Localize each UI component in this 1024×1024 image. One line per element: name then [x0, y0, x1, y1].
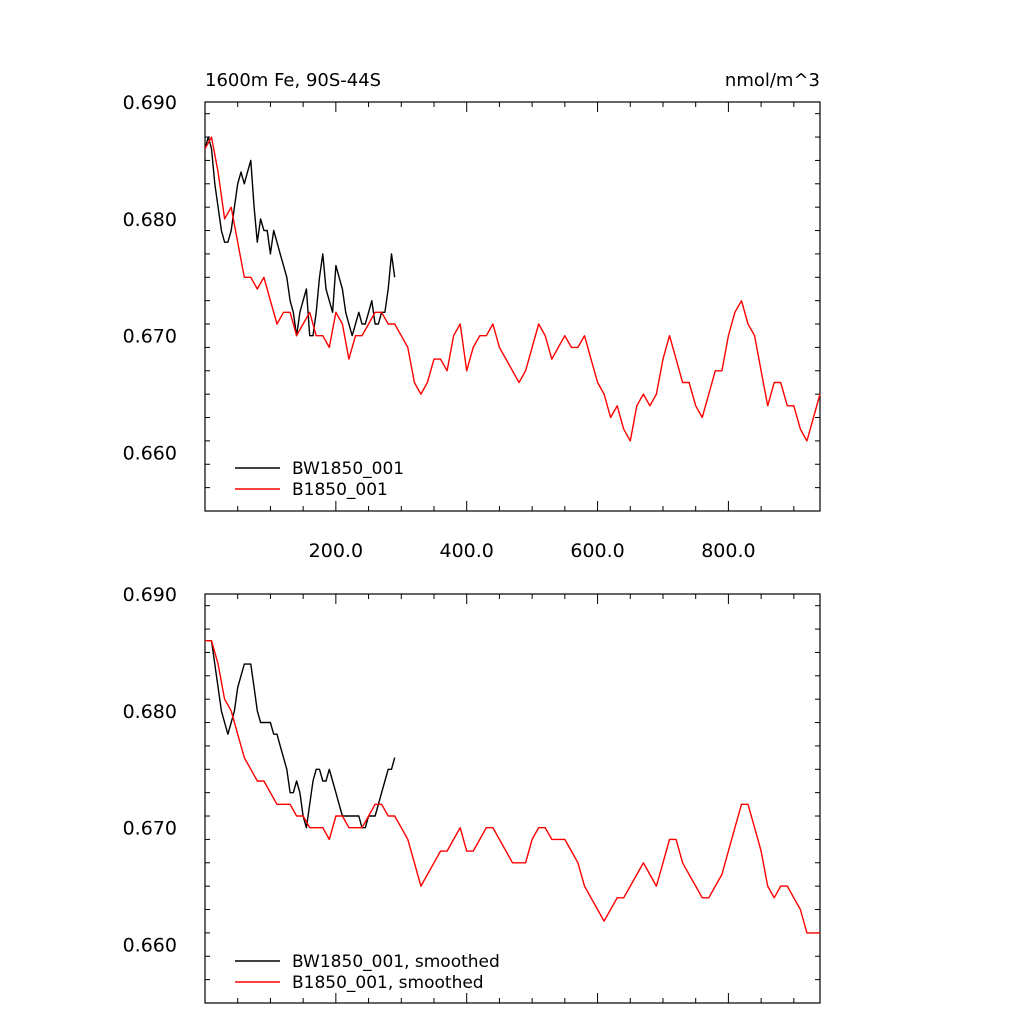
bottom-legend-label-b1850-smoothed: B1850_001, smoothed [292, 973, 484, 993]
top-series-line-bw1850 [204, 136, 396, 337]
top-x-tick-label: 400.0 [439, 540, 493, 562]
bottom-y-tick-labels: 0.690 0.680 0.670 0.660 [123, 584, 177, 957]
top-legend: BW1850_001 B1850_001 [235, 459, 404, 500]
top-y-tick-label: 0.690 [123, 92, 177, 114]
bottom-series-line-bw1850-smoothed [208, 640, 396, 829]
top-y-tick-labels: 0.690 0.680 0.670 0.660 [123, 92, 177, 465]
bottom-ticks [205, 594, 820, 1004]
bottom-y-tick-label: 0.680 [123, 701, 177, 723]
top-x-tick-labels: 200.0 400.0 600.0 800.0 [309, 540, 756, 562]
top-chart-units: nmol/m^3 [725, 70, 820, 91]
bottom-y-tick-label: 0.690 [123, 584, 177, 606]
top-x-tick-label: 800.0 [701, 540, 755, 562]
bottom-y-tick-label: 0.670 [123, 818, 177, 840]
top-chart-title: 1600m Fe, 90S-44S [205, 70, 381, 91]
top-y-tick-label: 0.660 [123, 443, 177, 465]
top-plot-frame [204, 101, 821, 512]
top-y-tick-label: 0.670 [123, 326, 177, 348]
bottom-y-tick-label: 0.660 [123, 935, 177, 957]
bottom-plot-frame [204, 593, 821, 1004]
bottom-legend-label-bw1850-smoothed: BW1850_001, smoothed [292, 952, 500, 972]
top-x-tick-label: 200.0 [309, 540, 363, 562]
top-legend-label-b1850: B1850_001 [292, 480, 388, 500]
top-series-line-b1850 [204, 136, 821, 442]
top-y-tick-label: 0.680 [123, 209, 177, 231]
bottom-panel: 0.690 0.680 0.670 0.660 BW1850_001, smoo… [123, 584, 821, 1004]
bottom-legend: BW1850_001, smoothed B1850_001, smoothed [235, 952, 500, 993]
top-ticks [205, 102, 820, 512]
bottom-series-line-b1850-smoothed [205, 640, 820, 934]
top-legend-label-bw1850: BW1850_001 [292, 459, 404, 479]
top-panel: 1600m Fe, 90S-44S nmol/m^3 0.690 0.680 0… [123, 70, 821, 562]
top-x-tick-label: 600.0 [570, 540, 624, 562]
